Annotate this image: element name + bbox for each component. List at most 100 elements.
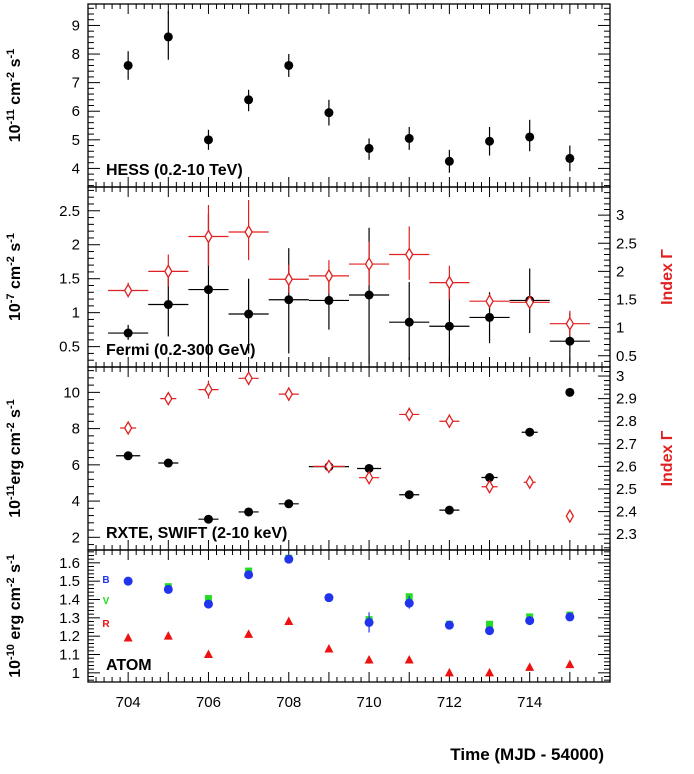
data-point [244,629,254,638]
marker-triangle [404,655,414,664]
marker-circle [404,490,414,500]
data-point [123,576,133,586]
y-axis-label-base: 10 [7,660,24,678]
x-tick-label: 706 [196,694,221,711]
y-tick-label: 1.5 [59,573,80,590]
y-axis-label-rest: cm [7,266,24,294]
marker-diamond [565,508,575,524]
marker-triangle [324,644,334,653]
data-point [268,248,309,354]
data-point [485,667,495,677]
marker-diamond [525,295,534,310]
data-point [158,458,179,468]
data-point [324,593,334,603]
data-point [188,205,229,266]
marker-circle [244,95,254,105]
marker-diamond [244,224,253,240]
marker-circle [525,427,535,437]
y-right-tick-label: 2.5 [616,235,637,252]
data-point [509,295,550,310]
marker-circle [123,451,133,461]
panel-frame-1 [87,186,611,368]
y-tick-label: 4 [72,493,80,510]
y-right-tick-label: 2.8 [616,413,637,430]
panel-label: HESS (0.2-10 TeV) [106,162,243,179]
y-right-tick-label: 3 [616,207,624,224]
marker-circle [203,514,213,524]
data-point [399,407,420,422]
marker-triangle [565,659,575,669]
x-tick-label: 714 [517,694,542,711]
y-tick-label: 4 [72,160,80,177]
data-point [439,505,460,515]
marker-circle [123,576,133,586]
data-point [278,386,299,402]
data-point [148,254,189,287]
y-axis-label-exp: -10 [5,644,17,660]
marker-diamond [404,247,414,262]
y-right-axis-label: Index Γ [659,430,676,486]
x-tick-label: 712 [437,694,462,711]
y-right-tick-label: 2.9 [616,391,637,408]
y-right-tick-label: 3 [616,368,624,385]
y-axis-label-exp: -7 [5,293,17,303]
data-point [525,662,535,671]
marker-diamond [364,256,374,272]
marker-circle [123,328,133,338]
data-point [429,288,470,364]
y-right-tick-label: 1 [616,320,624,337]
y-axis-label-exp2: -2 [5,577,17,587]
data-point [163,11,173,60]
marker-circle [203,285,213,295]
data-point [284,554,294,564]
data-point [359,470,380,485]
marker-circle [163,300,173,310]
y-tick-label: 6 [72,457,80,474]
data-point [308,260,349,294]
panel-frame-2 [87,366,611,551]
marker-circle [444,156,454,166]
y-right-tick-label: 2 [616,263,624,280]
x-tick-label: 710 [357,694,382,711]
marker-diamond [204,382,213,397]
data-point [444,667,454,677]
y-axis-label-exp2: -2 [5,256,17,266]
data-point [203,129,213,150]
y-right-tick-label: 2.6 [616,458,637,475]
data-point [244,89,254,112]
marker-diamond [445,275,454,290]
y-tick-label: 5 [72,132,80,149]
marker-diamond [324,459,334,474]
data-point [120,420,137,436]
marker-diamond [485,479,494,495]
data-point [399,490,420,500]
data-point [565,508,575,524]
data-point [525,119,535,152]
marker-circle [525,132,535,142]
y-tick-label: 1.2 [59,628,80,645]
data-point [485,126,495,156]
marker-circle [284,554,294,564]
data-point [198,514,219,524]
marker-diamond [445,413,454,429]
x-tick-label: 704 [116,694,141,711]
marker-diamond [284,386,294,402]
data-point [481,479,498,495]
marker-diamond [244,371,253,386]
marker-circle [404,133,414,143]
marker-circle [485,136,495,146]
marker-circle [485,473,495,483]
data-point [444,149,454,173]
marker-square [204,595,212,603]
x-tick-label: 708 [276,694,301,711]
y-axis-label-exp3: -1 [5,233,17,243]
marker-circle [364,290,374,300]
y-tick-label: 1 [72,665,80,682]
marker-triangle [244,629,254,638]
data-point [525,616,535,626]
data-point [565,145,575,172]
data-point [163,631,173,640]
data-point [116,451,141,461]
data-point [123,633,133,642]
